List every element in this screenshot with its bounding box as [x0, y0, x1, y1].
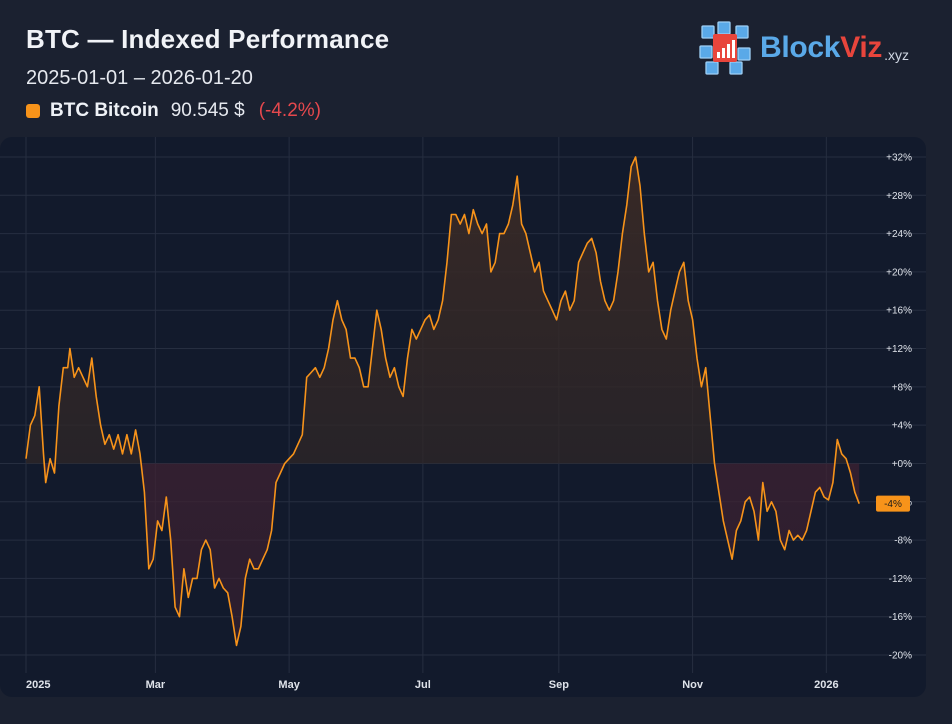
legend-series-name: BTC Bitcoin — [50, 100, 159, 121]
y-tick-label: +16% — [886, 306, 912, 317]
y-tick-label: +28% — [886, 191, 912, 202]
legend-swatch — [26, 104, 40, 118]
y-tick-label: +20% — [886, 267, 912, 278]
y-tick-label: +4% — [892, 421, 912, 432]
x-tick-label: May — [278, 679, 300, 691]
brand-tld: .xyz — [884, 47, 909, 63]
y-tick-label: -16% — [889, 612, 912, 623]
brand-name: BlockViz — [760, 31, 883, 64]
y-tick-label: +0% — [892, 459, 912, 470]
x-tick-label: 2026 — [814, 679, 838, 691]
y-tick-label: +12% — [886, 344, 912, 355]
x-tick-label: 2025 — [26, 679, 50, 691]
x-tick-label: Nov — [682, 679, 704, 691]
chart-panel: +32% +28% +24% +20% +16% +12% +8% +4% +0% -4% -8% -… — [0, 137, 926, 697]
y-tick-label: -20% — [889, 651, 912, 662]
blockviz-cube-icon — [699, 21, 751, 75]
positive-area-fill — [26, 157, 848, 464]
y-tick-label: -8% — [894, 536, 912, 547]
x-tick-label: Jul — [415, 679, 431, 691]
chart-canvas: +32% +28% +24% +20% +16% +12% +8% +4% +0% -4% -8% -… — [0, 137, 926, 691]
y-tick-label: +8% — [892, 382, 912, 393]
legend: BTC Bitcoin 90.545 $ (-4.2%) — [26, 100, 321, 122]
y-tick-label: -12% — [889, 574, 912, 585]
negative-area-fill — [26, 463, 860, 646]
x-tick-label: Sep — [549, 679, 569, 691]
legend-change: (-4.2%) — [258, 100, 321, 121]
y-tick-label: +24% — [886, 229, 912, 240]
brand-logo: BlockViz .xyz — [696, 20, 909, 76]
y-tick-label: +32% — [886, 153, 912, 164]
last-value-label: -4% — [884, 499, 902, 510]
x-tick-label: Mar — [146, 679, 166, 691]
legend-price: 90.545 $ — [170, 100, 245, 121]
btc-series-line — [25, 156, 860, 647]
last-value-badge — [876, 495, 910, 512]
chart-title: BTC — Indexed Performance — [26, 24, 390, 54]
date-range: 2025-01-01 – 2026-01-20 — [26, 67, 253, 89]
